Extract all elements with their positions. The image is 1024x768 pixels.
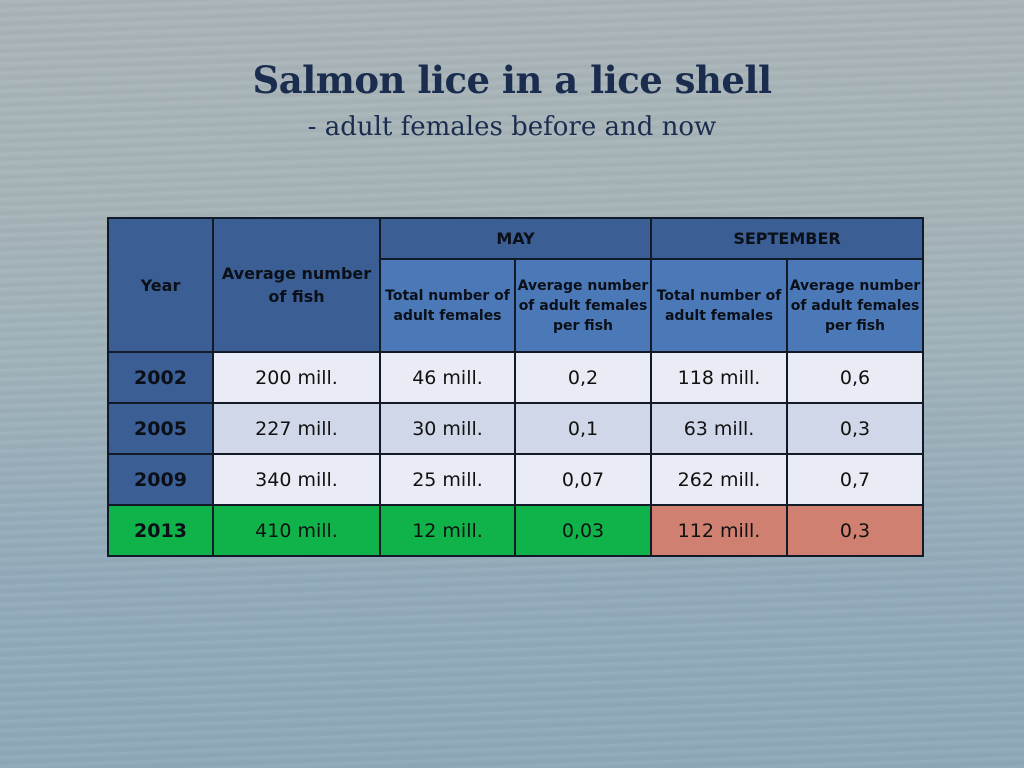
- cell-may-avg: 0,07: [513, 453, 653, 506]
- cell-may-total: 12 mill.: [379, 504, 516, 557]
- slide-title: Salmon lice in a lice shell: [252, 58, 772, 102]
- cell-sep-total: 63 mill.: [650, 402, 789, 455]
- cell-sep-avg: 0,6: [786, 351, 925, 404]
- cell-avg-fish: 340 mill.: [212, 453, 381, 506]
- header-year: Year: [107, 217, 214, 353]
- table-row: 2002 200 mill. 46 mill. 0,2 118 mill. 0,…: [107, 351, 925, 404]
- cell-may-avg: 0,1: [513, 402, 653, 455]
- cell-sep-total: 118 mill.: [650, 351, 789, 404]
- cell-sep-total: 112 mill.: [650, 504, 789, 557]
- cell-may-total: 25 mill.: [379, 453, 516, 506]
- cell-year: 2002: [107, 351, 214, 404]
- table-row: 2009 340 mill. 25 mill. 0,07 262 mill. 0…: [107, 453, 925, 506]
- header-may-total: Total number of adult females: [379, 258, 516, 353]
- cell-sep-avg: 0,3: [786, 402, 925, 455]
- lice-table: Year Average number of fish MAY SEPTEMBE…: [107, 217, 925, 557]
- slide-subtitle: - adult females before and now: [307, 112, 717, 142]
- cell-may-total: 30 mill.: [379, 402, 516, 455]
- cell-may-total: 46 mill.: [379, 351, 516, 404]
- cell-year: 2005: [107, 402, 214, 455]
- header-may-avg: Average number of adult females per fish: [513, 258, 653, 353]
- cell-may-avg: 0,2: [513, 351, 653, 404]
- cell-sep-avg: 0,3: [786, 504, 925, 557]
- header-may: MAY: [378, 217, 653, 260]
- cell-sep-total: 262 mill.: [650, 453, 789, 506]
- cell-sep-avg: 0,7: [786, 453, 925, 506]
- cell-year: 2013: [107, 504, 214, 557]
- cell-avg-fish: 200 mill.: [212, 351, 381, 404]
- table-row-highlighted: 2013 410 mill. 12 mill. 0,03 112 mill. 0…: [107, 504, 925, 557]
- table-row: 2005 227 mill. 30 mill. 0,1 63 mill. 0,3: [107, 402, 925, 455]
- cell-avg-fish: 227 mill.: [212, 402, 381, 455]
- header-sep-total: Total number of adult females: [650, 258, 789, 353]
- cell-year: 2009: [107, 453, 214, 506]
- header-sep-avg: Average number of adult females per fish: [786, 258, 925, 353]
- cell-may-avg: 0,03: [513, 504, 653, 557]
- cell-avg-fish: 410 mill.: [212, 504, 381, 557]
- header-avg-fish: Average number of fish: [212, 217, 381, 353]
- header-september: SEPTEMBER: [650, 217, 925, 260]
